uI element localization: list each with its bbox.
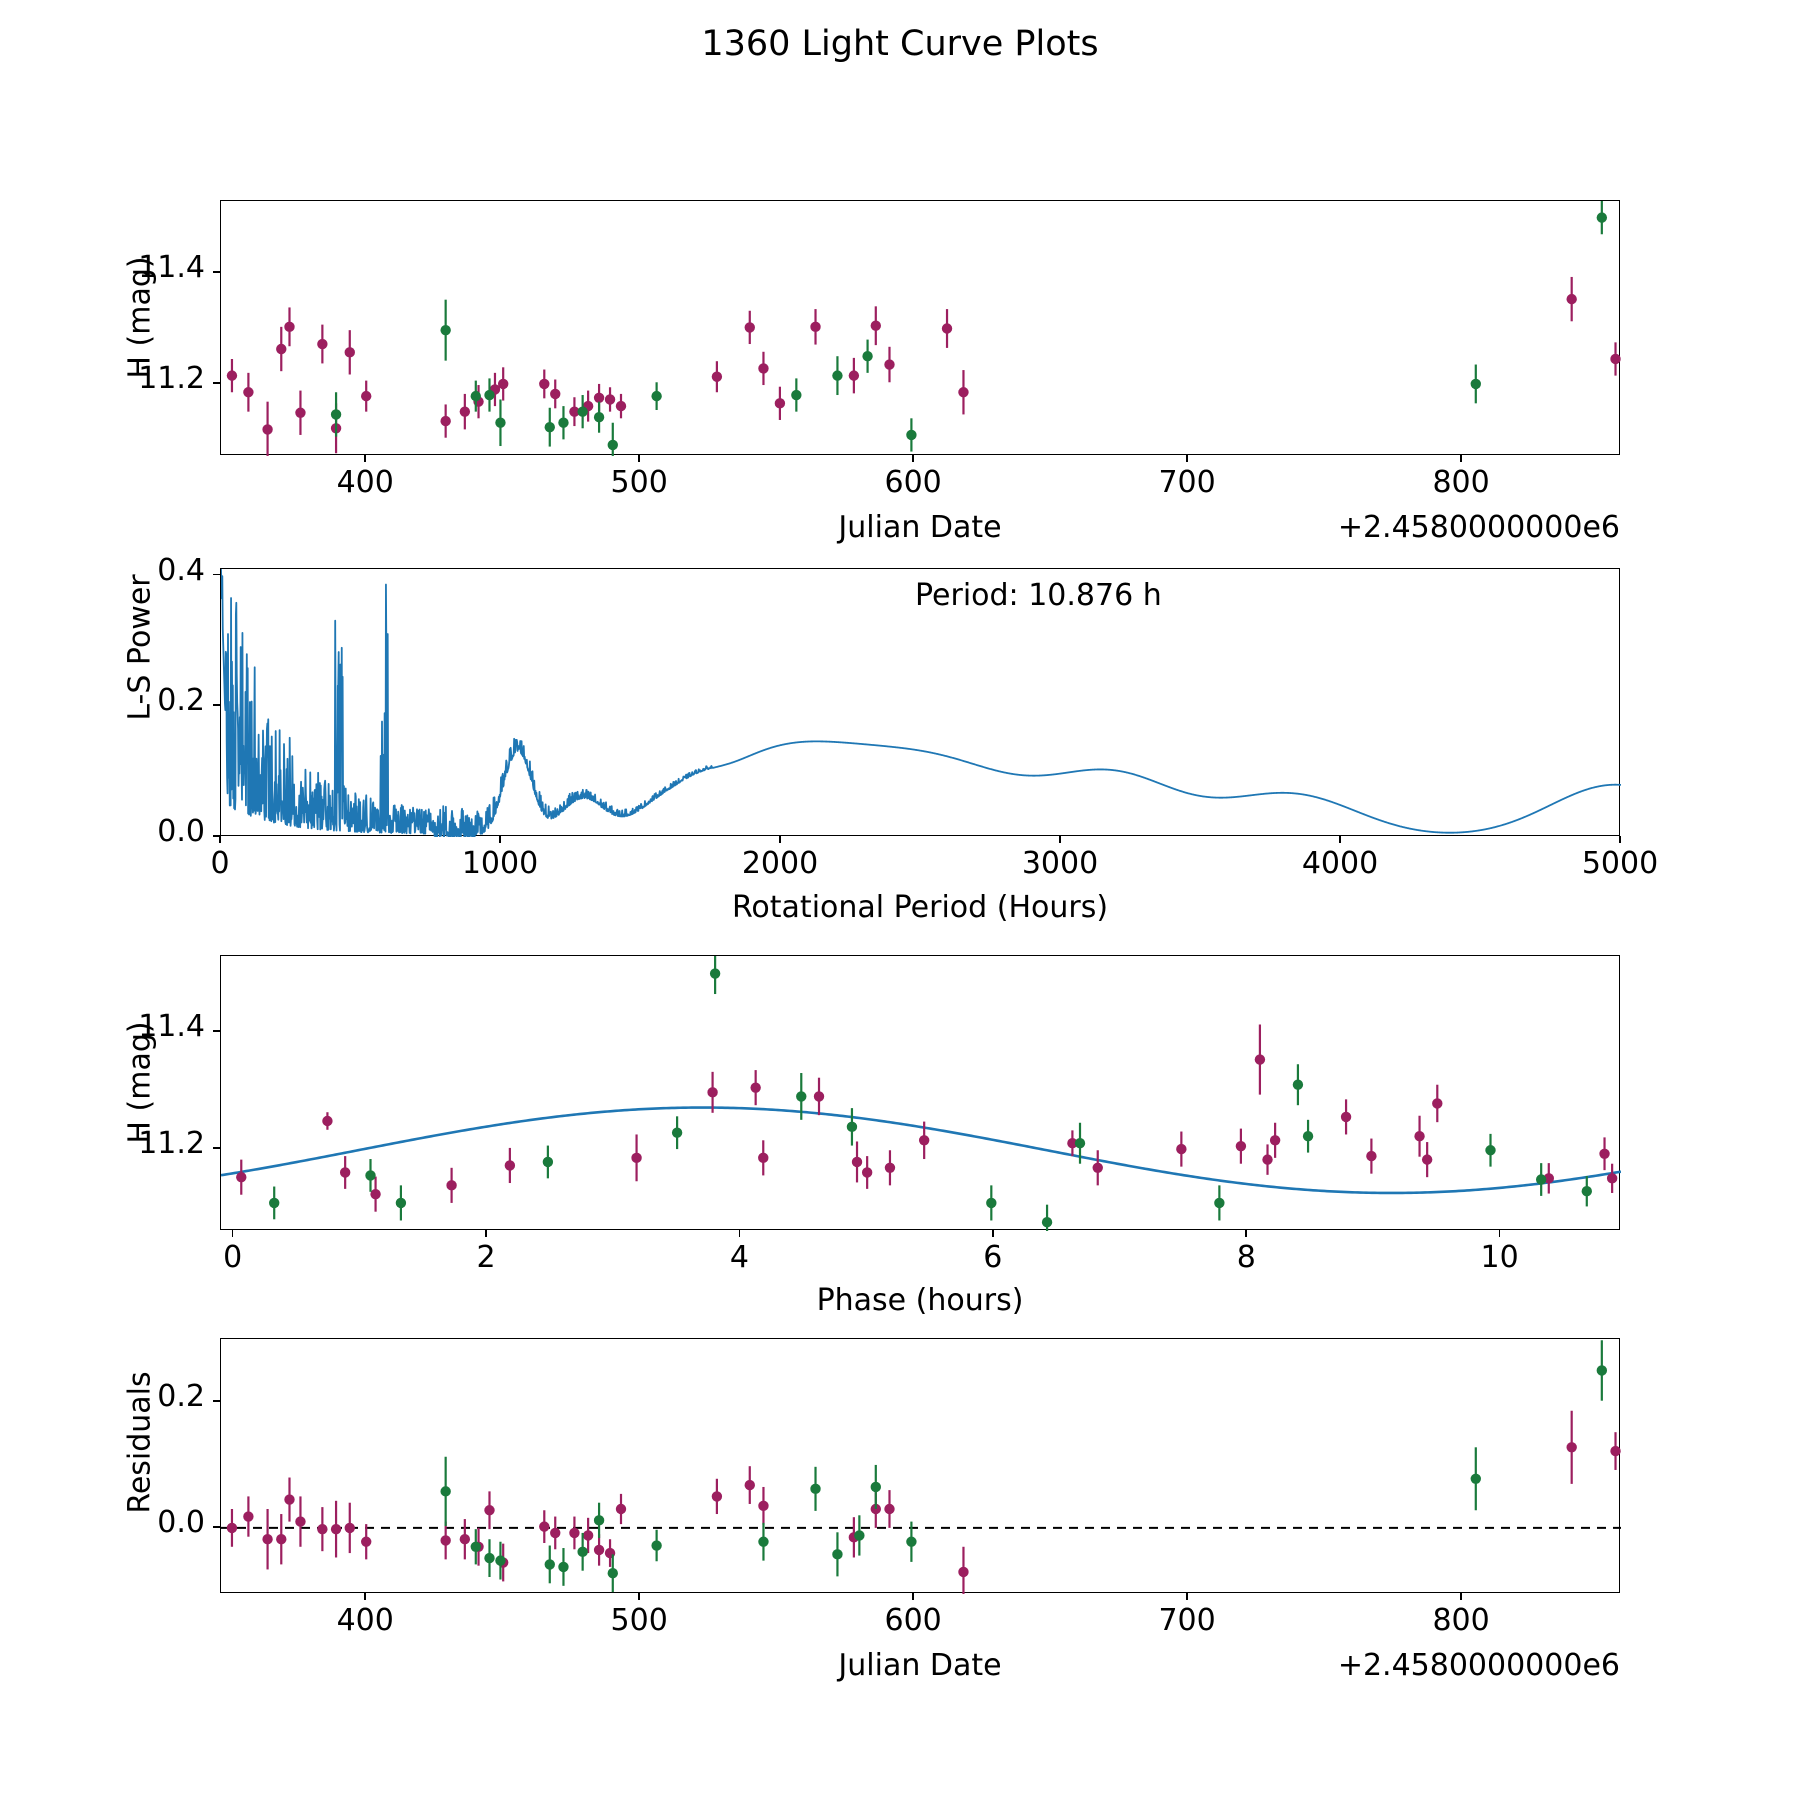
- x-tickmark: [364, 455, 366, 462]
- axes-residuals: [220, 1338, 1621, 1594]
- x-tick-label: 1000: [461, 846, 539, 881]
- x-tickmark: [485, 1230, 487, 1237]
- axes-lightcurve: [220, 200, 1621, 456]
- y-tick-label: 11.4: [138, 250, 205, 286]
- series-band-g: [330, 201, 1608, 456]
- y-tickmark: [213, 382, 220, 384]
- axes-phase: [220, 955, 1621, 1231]
- y-tick-label: 0.0: [157, 1504, 205, 1540]
- x-tickmark: [219, 836, 221, 843]
- x-tick-label: 400: [336, 1603, 394, 1638]
- x-tick-label: 4: [729, 1240, 749, 1275]
- x-tickmark: [779, 836, 781, 843]
- x-tickmark: [638, 1593, 640, 1600]
- x-tickmark: [231, 1230, 234, 1237]
- x-tickmark: [364, 1593, 366, 1600]
- axis-offset-residuals: +2.4580000000e6: [1337, 1648, 1620, 1683]
- x-tickmark: [499, 836, 501, 843]
- period-annotation: Period: 10.876 h: [915, 578, 1162, 613]
- x-tick-label: 0: [223, 1240, 243, 1275]
- x-tick-label: 3000: [1021, 846, 1099, 881]
- x-tick-label: 10: [1480, 1240, 1519, 1275]
- series-band-g: [440, 1340, 1608, 1593]
- x-tick-label: 8: [1236, 1240, 1256, 1275]
- figure-title: 1360 Light Curve Plots: [701, 24, 1099, 64]
- x-tick-label: 600: [884, 465, 942, 500]
- y-tick-label: 11.2: [138, 360, 205, 396]
- periodogram-line: [221, 569, 1621, 837]
- series-band-r: [236, 1024, 1618, 1212]
- x-tick-label: 0: [210, 846, 230, 881]
- x-tick-label: 800: [1432, 465, 1490, 500]
- y-tick-label: 0.4: [157, 552, 205, 588]
- x-tickmark: [912, 455, 914, 462]
- x-tickmark: [1339, 836, 1341, 843]
- y-tickmark: [213, 704, 220, 707]
- axis-label-x-phase: Phase (hours): [816, 1283, 1024, 1318]
- x-tick-label: 500: [610, 1603, 668, 1638]
- y-tickmark: [213, 1400, 220, 1402]
- axis-label-x-residuals: Julian Date: [838, 1648, 1002, 1683]
- x-tickmark: [1186, 1593, 1188, 1600]
- x-tickmark: [1460, 1593, 1462, 1600]
- x-tick-label: 6: [983, 1240, 1003, 1275]
- y-tick-label: 0.2: [157, 683, 205, 719]
- x-tickmark: [1245, 1230, 1248, 1237]
- y-tick-label: 11.4: [138, 1009, 205, 1045]
- x-tickmark: [992, 1230, 994, 1237]
- x-tick-label: 2: [476, 1240, 496, 1275]
- x-tick-label: 4000: [1301, 846, 1379, 881]
- x-tickmark: [912, 1593, 914, 1600]
- y-tickmark: [213, 573, 220, 576]
- y-tickmark: [213, 271, 220, 273]
- series-band-r: [226, 276, 1621, 456]
- y-tick-label: 0.2: [157, 1378, 205, 1414]
- x-tick-label: 2000: [741, 846, 819, 881]
- series-band-r: [226, 1410, 1621, 1594]
- axis-offset-lightcurve: +2.4580000000e6: [1337, 510, 1620, 545]
- x-tick-label: 500: [610, 465, 668, 500]
- x-tickmark: [1186, 455, 1188, 462]
- y-tickmark: [213, 1147, 220, 1149]
- y-tickmark: [213, 1030, 220, 1032]
- axis-label-x-periodogram: Rotational Period (Hours): [731, 890, 1109, 925]
- y-tickmark: [213, 1526, 220, 1528]
- x-tickmark: [1059, 836, 1061, 843]
- y-tick-label: 11.2: [138, 1126, 205, 1162]
- x-tick-label: 600: [884, 1603, 942, 1638]
- x-tick-label: 700: [1158, 465, 1216, 500]
- x-tick-label: 700: [1158, 1603, 1216, 1638]
- x-tickmark: [1460, 455, 1462, 462]
- x-tickmark: [1619, 836, 1621, 843]
- x-tick-label: 5000: [1581, 846, 1659, 881]
- x-tick-label: 400: [336, 465, 394, 500]
- series-band-g: [269, 956, 1592, 1231]
- x-tick-label: 800: [1432, 1603, 1490, 1638]
- axes-periodogram: [220, 568, 1621, 837]
- y-tick-label: 0.0: [157, 814, 205, 849]
- axis-label-x-lightcurve: Julian Date: [838, 510, 1002, 545]
- x-tickmark: [738, 1230, 741, 1237]
- sinusoid-fit-line: [221, 1106, 1621, 1195]
- y-tickmark: [213, 835, 220, 837]
- x-tickmark: [1498, 1230, 1501, 1237]
- x-tickmark: [638, 455, 640, 462]
